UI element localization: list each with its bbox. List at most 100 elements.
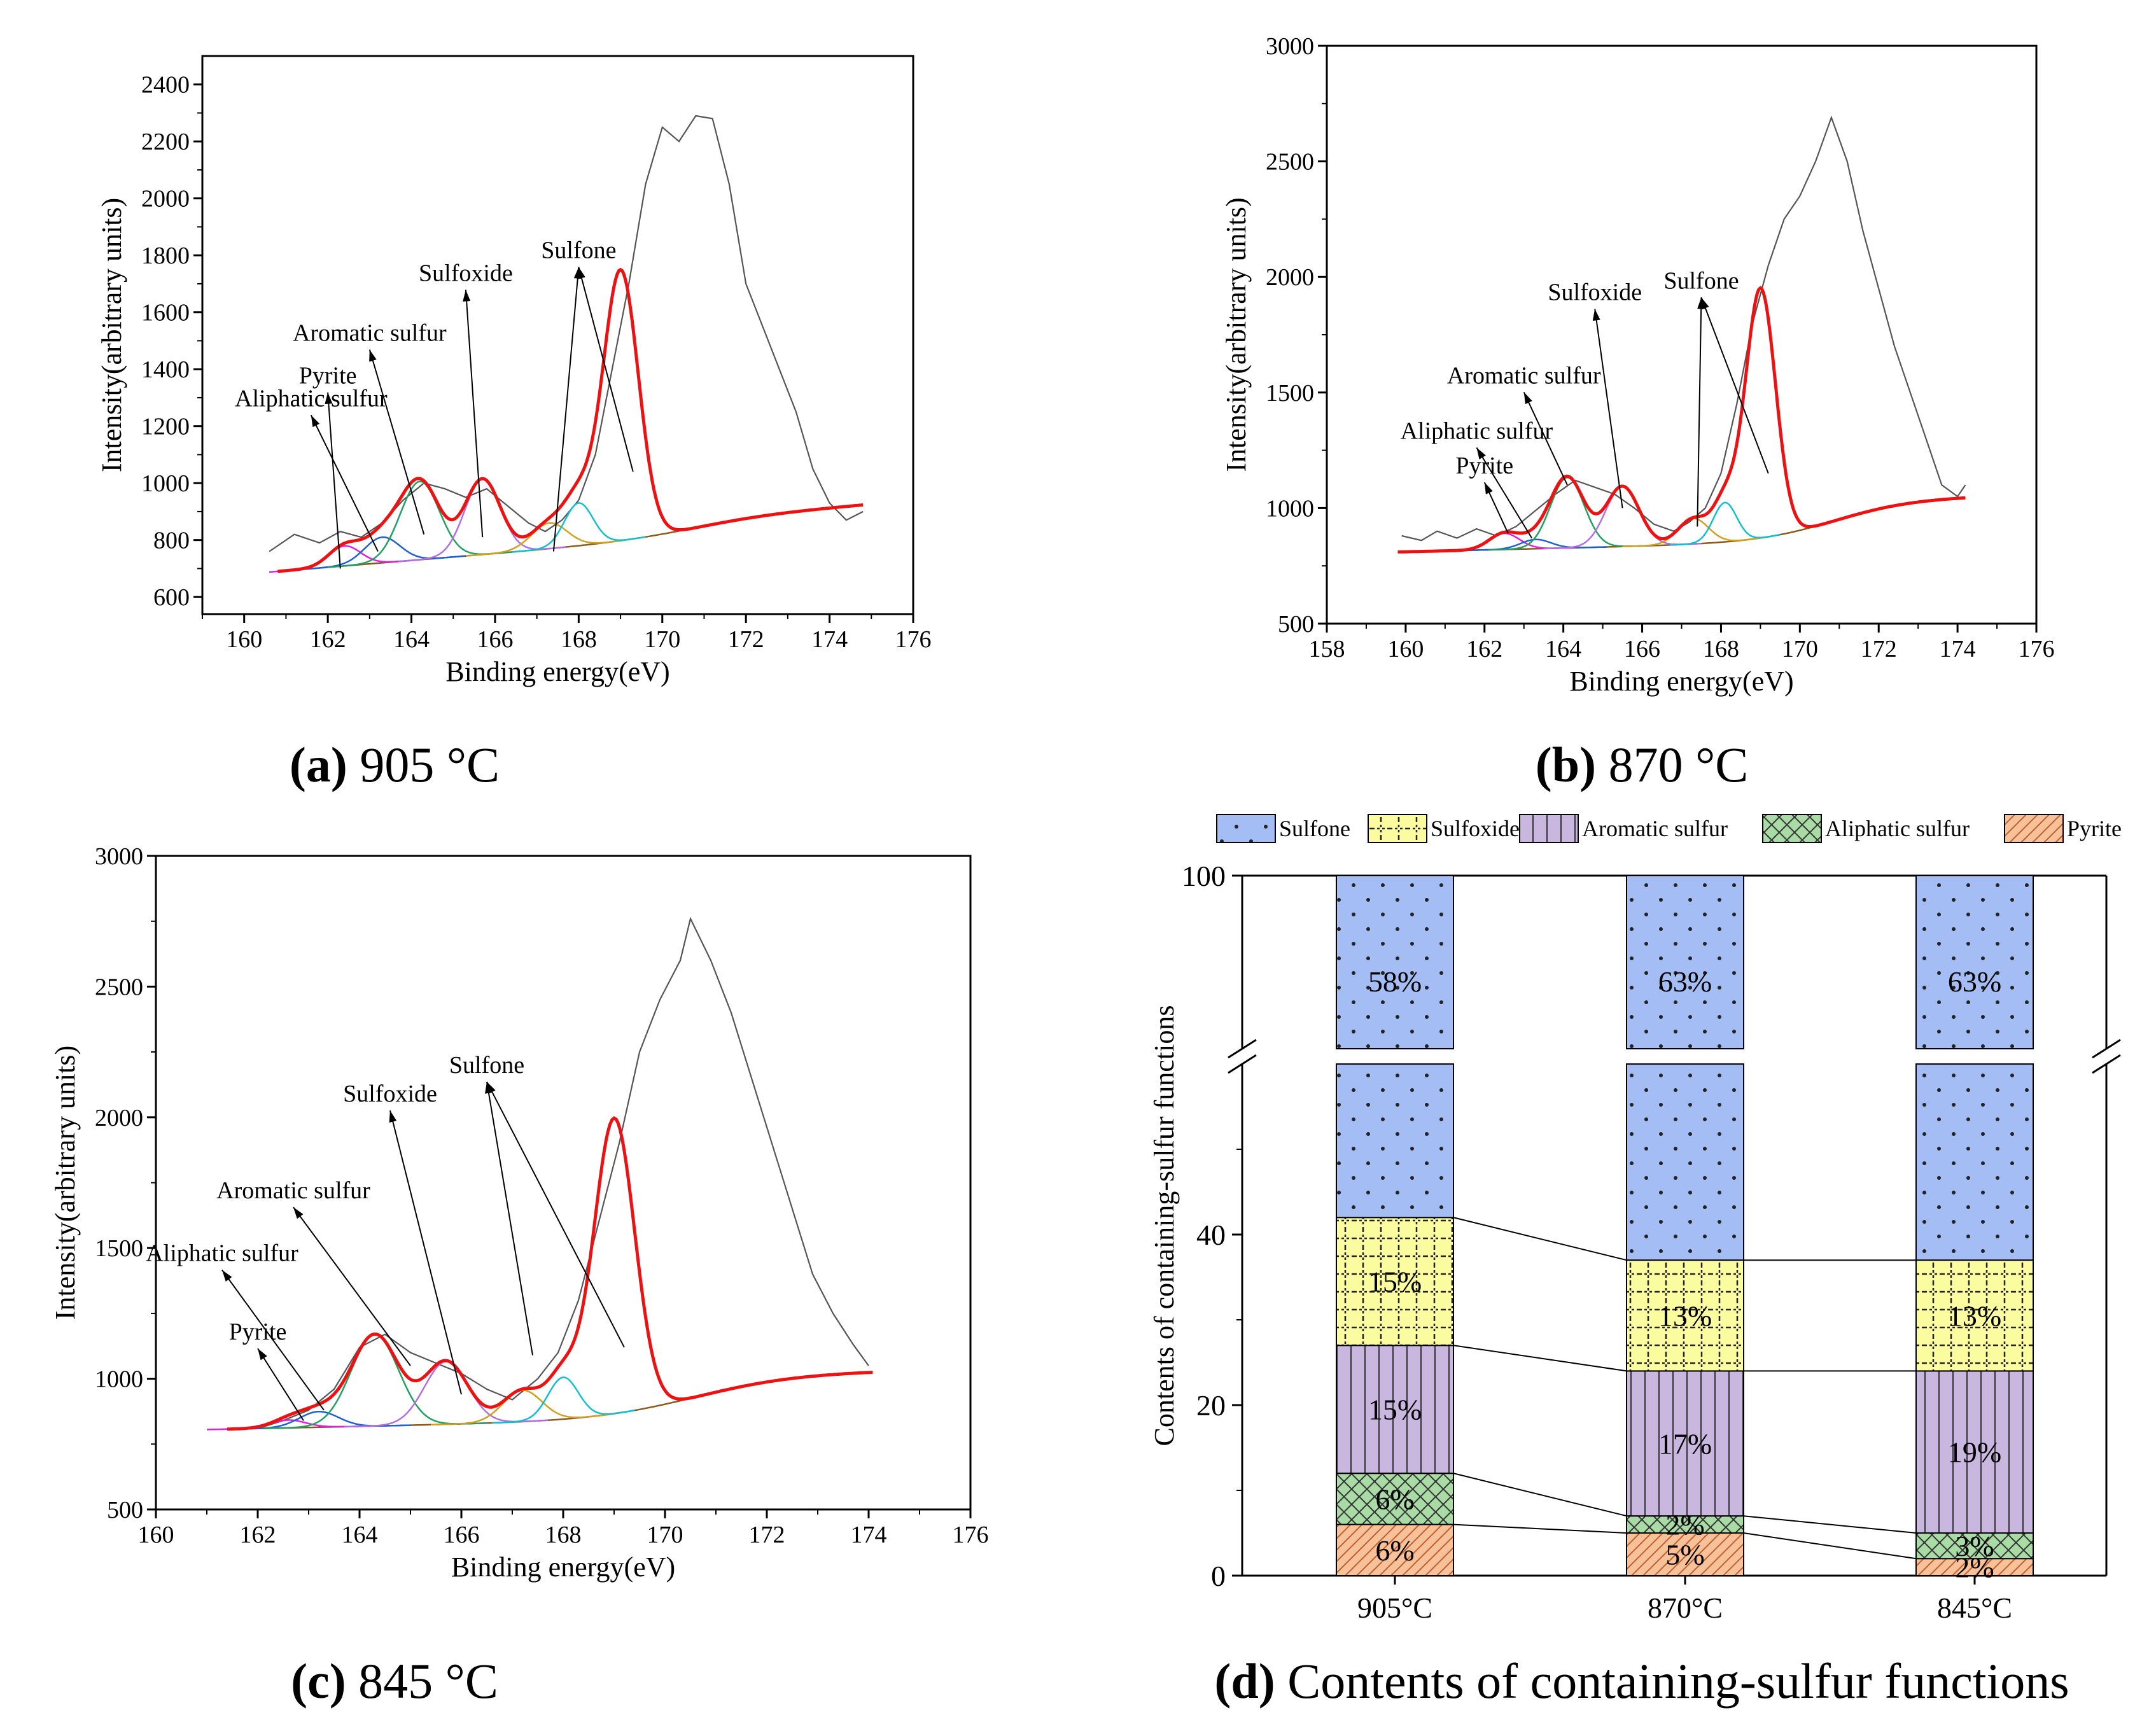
legend-swatch	[1762, 814, 1822, 843]
caption-b: (b) 870 °C	[1536, 737, 1749, 792]
caption-a: (a) 905 °C	[290, 737, 500, 792]
annotation-arrow-line	[221, 1270, 325, 1411]
annotation-label: Aliphatic sulfur	[146, 1240, 298, 1267]
x-tick-label: 168	[1703, 636, 1739, 662]
bar-connector-line	[1453, 1523, 1627, 1534]
annotation-arrow-head	[578, 267, 585, 279]
bar-connector-line	[1743, 1532, 1917, 1560]
legend-swatch	[1216, 814, 1276, 843]
bar-value-label: 5%	[1665, 1539, 1704, 1571]
bar-segment-sulfoxide	[1626, 1259, 1744, 1372]
annotation-label: Sulfoxide	[1548, 279, 1642, 306]
annotation-label: Sulfone	[541, 237, 616, 264]
fit-peak-pyrite	[269, 545, 420, 573]
annotation-arrow-head	[325, 392, 333, 404]
legend-label: Sulfoxide	[1431, 816, 1520, 841]
bar-value-label: 17%	[1658, 1427, 1712, 1460]
annotation-arrow-line	[1476, 447, 1532, 539]
x-tick-label: 168	[561, 626, 597, 653]
y-axis-label: Intensity(arbitrary units)	[96, 198, 127, 472]
x-tick-label: 160	[1387, 636, 1424, 662]
bar-connector-line	[1453, 1473, 1627, 1517]
x-tick-label: 164	[1545, 636, 1581, 662]
y-axis-label: Intensity(arbitrary units)	[50, 1046, 81, 1320]
y-tick-label: 3000	[95, 843, 143, 870]
annotation-arrow-line	[1594, 309, 1623, 508]
x-axis-label: Binding energy(eV)	[451, 1551, 675, 1583]
annotation-arrow-line	[293, 1207, 411, 1366]
fit-peak-aliphatic-sulfur	[298, 536, 466, 571]
plot-frame	[1326, 45, 2038, 625]
x-tick-label: 166	[477, 626, 513, 653]
x-tick-label: 170	[644, 626, 680, 653]
axis-break-mark	[2092, 1039, 2121, 1059]
annotation-arrow-line	[257, 1348, 304, 1421]
bar-segment-sulfone	[1915, 1063, 2034, 1261]
annotation-label: Pyrite	[299, 363, 357, 389]
fit-peak-sulfone-b	[491, 1376, 635, 1424]
x-tick-label: 176	[2019, 636, 2055, 662]
panel-d-stacked-bar: 0 20 40 100 Contents of containing-sulfur fu…	[1149, 814, 2122, 1624]
legend-swatch	[2004, 814, 2064, 843]
annotation-arrow-head	[463, 290, 471, 302]
annotation-arrow-head	[258, 1348, 267, 1361]
bar-value-label: 58%	[1368, 965, 1422, 998]
annotation-arrow-head	[1476, 447, 1486, 459]
annotation-arrow-line	[486, 1081, 625, 1348]
bar-segment-pyrite	[1626, 1532, 1744, 1576]
annotation-label: Sulfoxide	[419, 260, 513, 286]
panel-a-xps-905: 160 162 164 166 168 170 172 174 176 600 800 1000 120…	[96, 55, 932, 687]
y-tick-label: 1000	[141, 470, 190, 497]
bar-segment-pyrite	[1915, 1558, 2034, 1576]
legend-label: Aromatic sulfur	[1582, 816, 1728, 841]
x-tick-label: 905°C	[1357, 1592, 1432, 1624]
annotation-arrow-head	[389, 1110, 397, 1123]
bar-segment-sulfone-upper	[1915, 875, 2034, 1049]
bar-segment-aliphatic-sulfur	[1336, 1473, 1454, 1525]
fit-peak-sulfone-b	[1669, 501, 1781, 546]
bar-segment-sulfoxide	[1336, 1217, 1454, 1347]
y-axis-label: Intensity(arbitrary units)	[1221, 197, 1252, 472]
annotation-arrow-line	[486, 1081, 533, 1355]
bar-value-label: 15%	[1368, 1394, 1422, 1426]
legend-label: Sulfone	[1279, 816, 1350, 841]
annotation-label: Aromatic sulfur	[1447, 362, 1601, 389]
y-tick-label: 1600	[141, 300, 190, 326]
caption-d: (d) Contents of containing-sulfur functi…	[1214, 1653, 2069, 1709]
x-tick-label: 174	[851, 1522, 887, 1548]
y-tick-label: 40	[1196, 1219, 1226, 1251]
x-tick-label: 176	[953, 1522, 989, 1548]
y-tick-label: 2000	[141, 186, 190, 213]
y-tick-label: 2500	[95, 974, 143, 1000]
annotation-arrow-line	[1523, 391, 1568, 486]
x-tick-label: 162	[310, 626, 346, 653]
bar-value-label: 6%	[1375, 1483, 1414, 1515]
fit-peak-sulfone-b	[512, 502, 646, 553]
fit-peak-sulfone	[431, 1389, 615, 1426]
fit-peak-aromatic-sulfur	[1488, 477, 1646, 551]
fit-peak-sulfoxide	[1543, 486, 1702, 550]
y-axis-label: Contents of containing-sulfur functions	[1149, 1005, 1180, 1446]
x-tick-label: 158	[1309, 636, 1345, 662]
annotation-arrow-head	[222, 1270, 232, 1282]
panel-b-xps-870: 158 160 162 164 166 168 170 172 174 176 500 1000 150…	[1221, 33, 2055, 697]
bar-segment-sulfone-upper	[1626, 875, 1744, 1049]
fit-peak-sulfoxide	[398, 478, 566, 563]
fit-envelope-line	[1397, 286, 1966, 554]
annotation-arrow-line	[1697, 297, 1702, 527]
y-tick-label: 2400	[141, 72, 190, 99]
x-tick-label: 160	[138, 1522, 174, 1548]
panel-c-xps-845: 160 162 164 166 168 170 172 174 176 500 1000 1500 20…	[50, 843, 989, 1583]
x-tick-label: 170	[1782, 636, 1818, 662]
x-tick-label: 172	[728, 626, 764, 653]
fit-peak-aromatic-sulfur	[263, 1333, 487, 1429]
x-tick-label: 845°C	[1937, 1592, 2012, 1624]
axis-break-mark	[1228, 1039, 1257, 1059]
y-tick-label: 100	[1182, 860, 1226, 892]
caption-c: (c) 845 °C	[291, 1653, 498, 1709]
bar-segment-sulfone-upper	[1336, 875, 1454, 1049]
x-tick-label: 168	[545, 1522, 582, 1548]
y-tick-label: 1800	[141, 242, 190, 269]
bar-connector-line	[1743, 1515, 1917, 1534]
